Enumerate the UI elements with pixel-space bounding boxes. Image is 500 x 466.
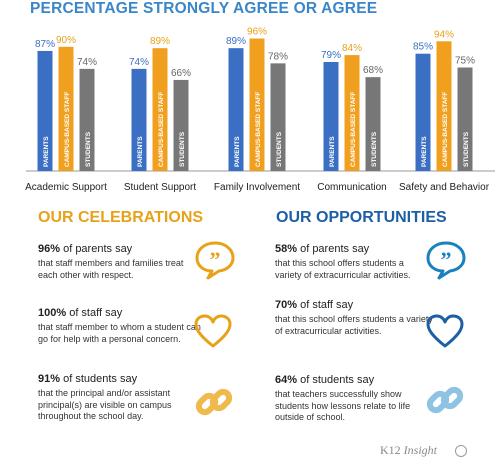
opportunity-head: of staff say <box>297 299 354 311</box>
opportunity-head: of parents say <box>297 243 370 255</box>
opportunity-body: that teachers successfully show students… <box>275 389 411 422</box>
category-label: Safety and Behavior <box>399 182 490 193</box>
bar-series-label: PARENTS <box>329 136 336 167</box>
data-label: 89% <box>150 36 170 47</box>
link-icon <box>426 386 464 414</box>
bar <box>457 67 473 171</box>
chart-title: PERCENTAGE STRONGLY AGREE OR AGREE <box>30 0 378 17</box>
bar <box>436 41 452 171</box>
bar <box>58 46 74 171</box>
celebration-pct: 100% <box>38 307 67 319</box>
bar <box>79 68 95 171</box>
data-label: 74% <box>129 57 149 68</box>
bar-series-label: CAMPUS-BASED STAFF <box>158 92 165 167</box>
bar-series-label: PARENTS <box>43 136 50 167</box>
category-label: Family Involvement <box>214 182 300 193</box>
bar-series-label: STUDENTS <box>371 131 378 167</box>
category-label: Academic Support <box>25 182 107 193</box>
bar-chart: 87% PARENTS 90% CAMPUS-BASED STAFF 74% STUDEN… <box>25 27 495 193</box>
svg-text:”: ” <box>441 247 452 272</box>
data-label: 89% <box>226 36 246 47</box>
celebrations-title: OUR CELEBRATIONS <box>38 209 204 226</box>
data-label: 94% <box>434 29 454 40</box>
bar-series-label: CAMPUS-BASED STAFF <box>255 92 262 167</box>
opportunity-pct: 64% <box>275 374 298 386</box>
data-label: 79% <box>321 50 341 61</box>
celebration-head: of staff say <box>66 307 123 319</box>
bar-series-label: PARENTS <box>234 136 241 167</box>
heart-icon <box>194 314 232 348</box>
opportunity-item: 70% of staff say that this school offers… <box>275 299 435 337</box>
speech-bubble-icon: ” <box>195 241 235 280</box>
bar-series-label: STUDENTS <box>463 131 470 167</box>
bar <box>37 50 53 171</box>
footer-brand-italic: Insight <box>403 443 438 457</box>
bar-series-label: CAMPUS-BASED STAFF <box>442 92 449 167</box>
opportunity-head: of students say <box>297 374 375 386</box>
celebration-head: of parents say <box>60 243 133 255</box>
bar <box>173 79 189 171</box>
svg-text:”: ” <box>210 247 221 272</box>
data-label: 78% <box>268 51 288 62</box>
bar <box>344 55 360 171</box>
bar-series-label: PARENTS <box>421 136 428 167</box>
category-label: Communication <box>317 182 386 193</box>
footer-brand: K12 <box>380 443 401 457</box>
bar <box>365 77 381 171</box>
data-label: 66% <box>171 68 191 79</box>
bar-series-label: PARENTS <box>137 136 144 167</box>
heart-icon <box>426 314 464 348</box>
opportunity-body: that this school offers students a varie… <box>275 258 411 280</box>
bar-series-label: STUDENTS <box>179 131 186 167</box>
opportunity-pct: 70% <box>275 299 298 311</box>
celebration-pct: 91% <box>38 373 61 385</box>
data-label: 90% <box>56 35 76 46</box>
bar-series-label: STUDENTS <box>85 131 92 167</box>
opportunity-item: 64% of students say that teachers succes… <box>275 374 415 424</box>
data-label: 75% <box>455 56 475 67</box>
data-label: 85% <box>413 42 433 53</box>
celebration-item: 96% of parents say that staff members an… <box>38 243 198 281</box>
celebration-body: that staff members and families treat ea… <box>38 258 184 280</box>
bar <box>228 48 244 171</box>
celebration-head: of students say <box>60 373 138 385</box>
data-label: 84% <box>342 43 362 54</box>
bar <box>323 61 339 172</box>
bar <box>415 53 431 172</box>
speech-bubble-icon: ” <box>426 241 466 280</box>
logo-ring-icon <box>455 445 467 457</box>
bar <box>270 63 286 171</box>
opportunities-title: OUR OPPORTUNITIES <box>276 209 447 226</box>
data-label: 68% <box>363 65 383 76</box>
bar-series-label: CAMPUS-BASED STAFF <box>350 92 357 167</box>
data-label: 87% <box>35 39 55 50</box>
data-label: 96% <box>247 27 267 38</box>
link-icon <box>195 388 233 416</box>
bar <box>152 48 168 171</box>
bar-series-label: STUDENTS <box>276 131 283 167</box>
bar-series-label: CAMPUS-BASED STAFF <box>64 92 71 167</box>
celebration-body: that the principal and/or assistant prin… <box>38 388 172 421</box>
bar <box>131 68 147 171</box>
celebration-item: 91% of students say that the principal a… <box>38 373 203 423</box>
celebration-body: that staff member to whom a student can … <box>38 322 201 344</box>
bar <box>249 38 265 171</box>
opportunity-body: that this school offers students a varie… <box>275 314 433 336</box>
category-label: Student Support <box>124 182 196 193</box>
opportunity-pct: 58% <box>275 243 298 255</box>
data-label: 74% <box>77 57 97 68</box>
opportunity-item: 58% of parents say that this school offe… <box>275 243 415 281</box>
footer-logo: K12 Insight <box>380 443 437 458</box>
celebration-item: 100% of staff say that staff member to w… <box>38 307 206 345</box>
celebration-pct: 96% <box>38 243 61 255</box>
